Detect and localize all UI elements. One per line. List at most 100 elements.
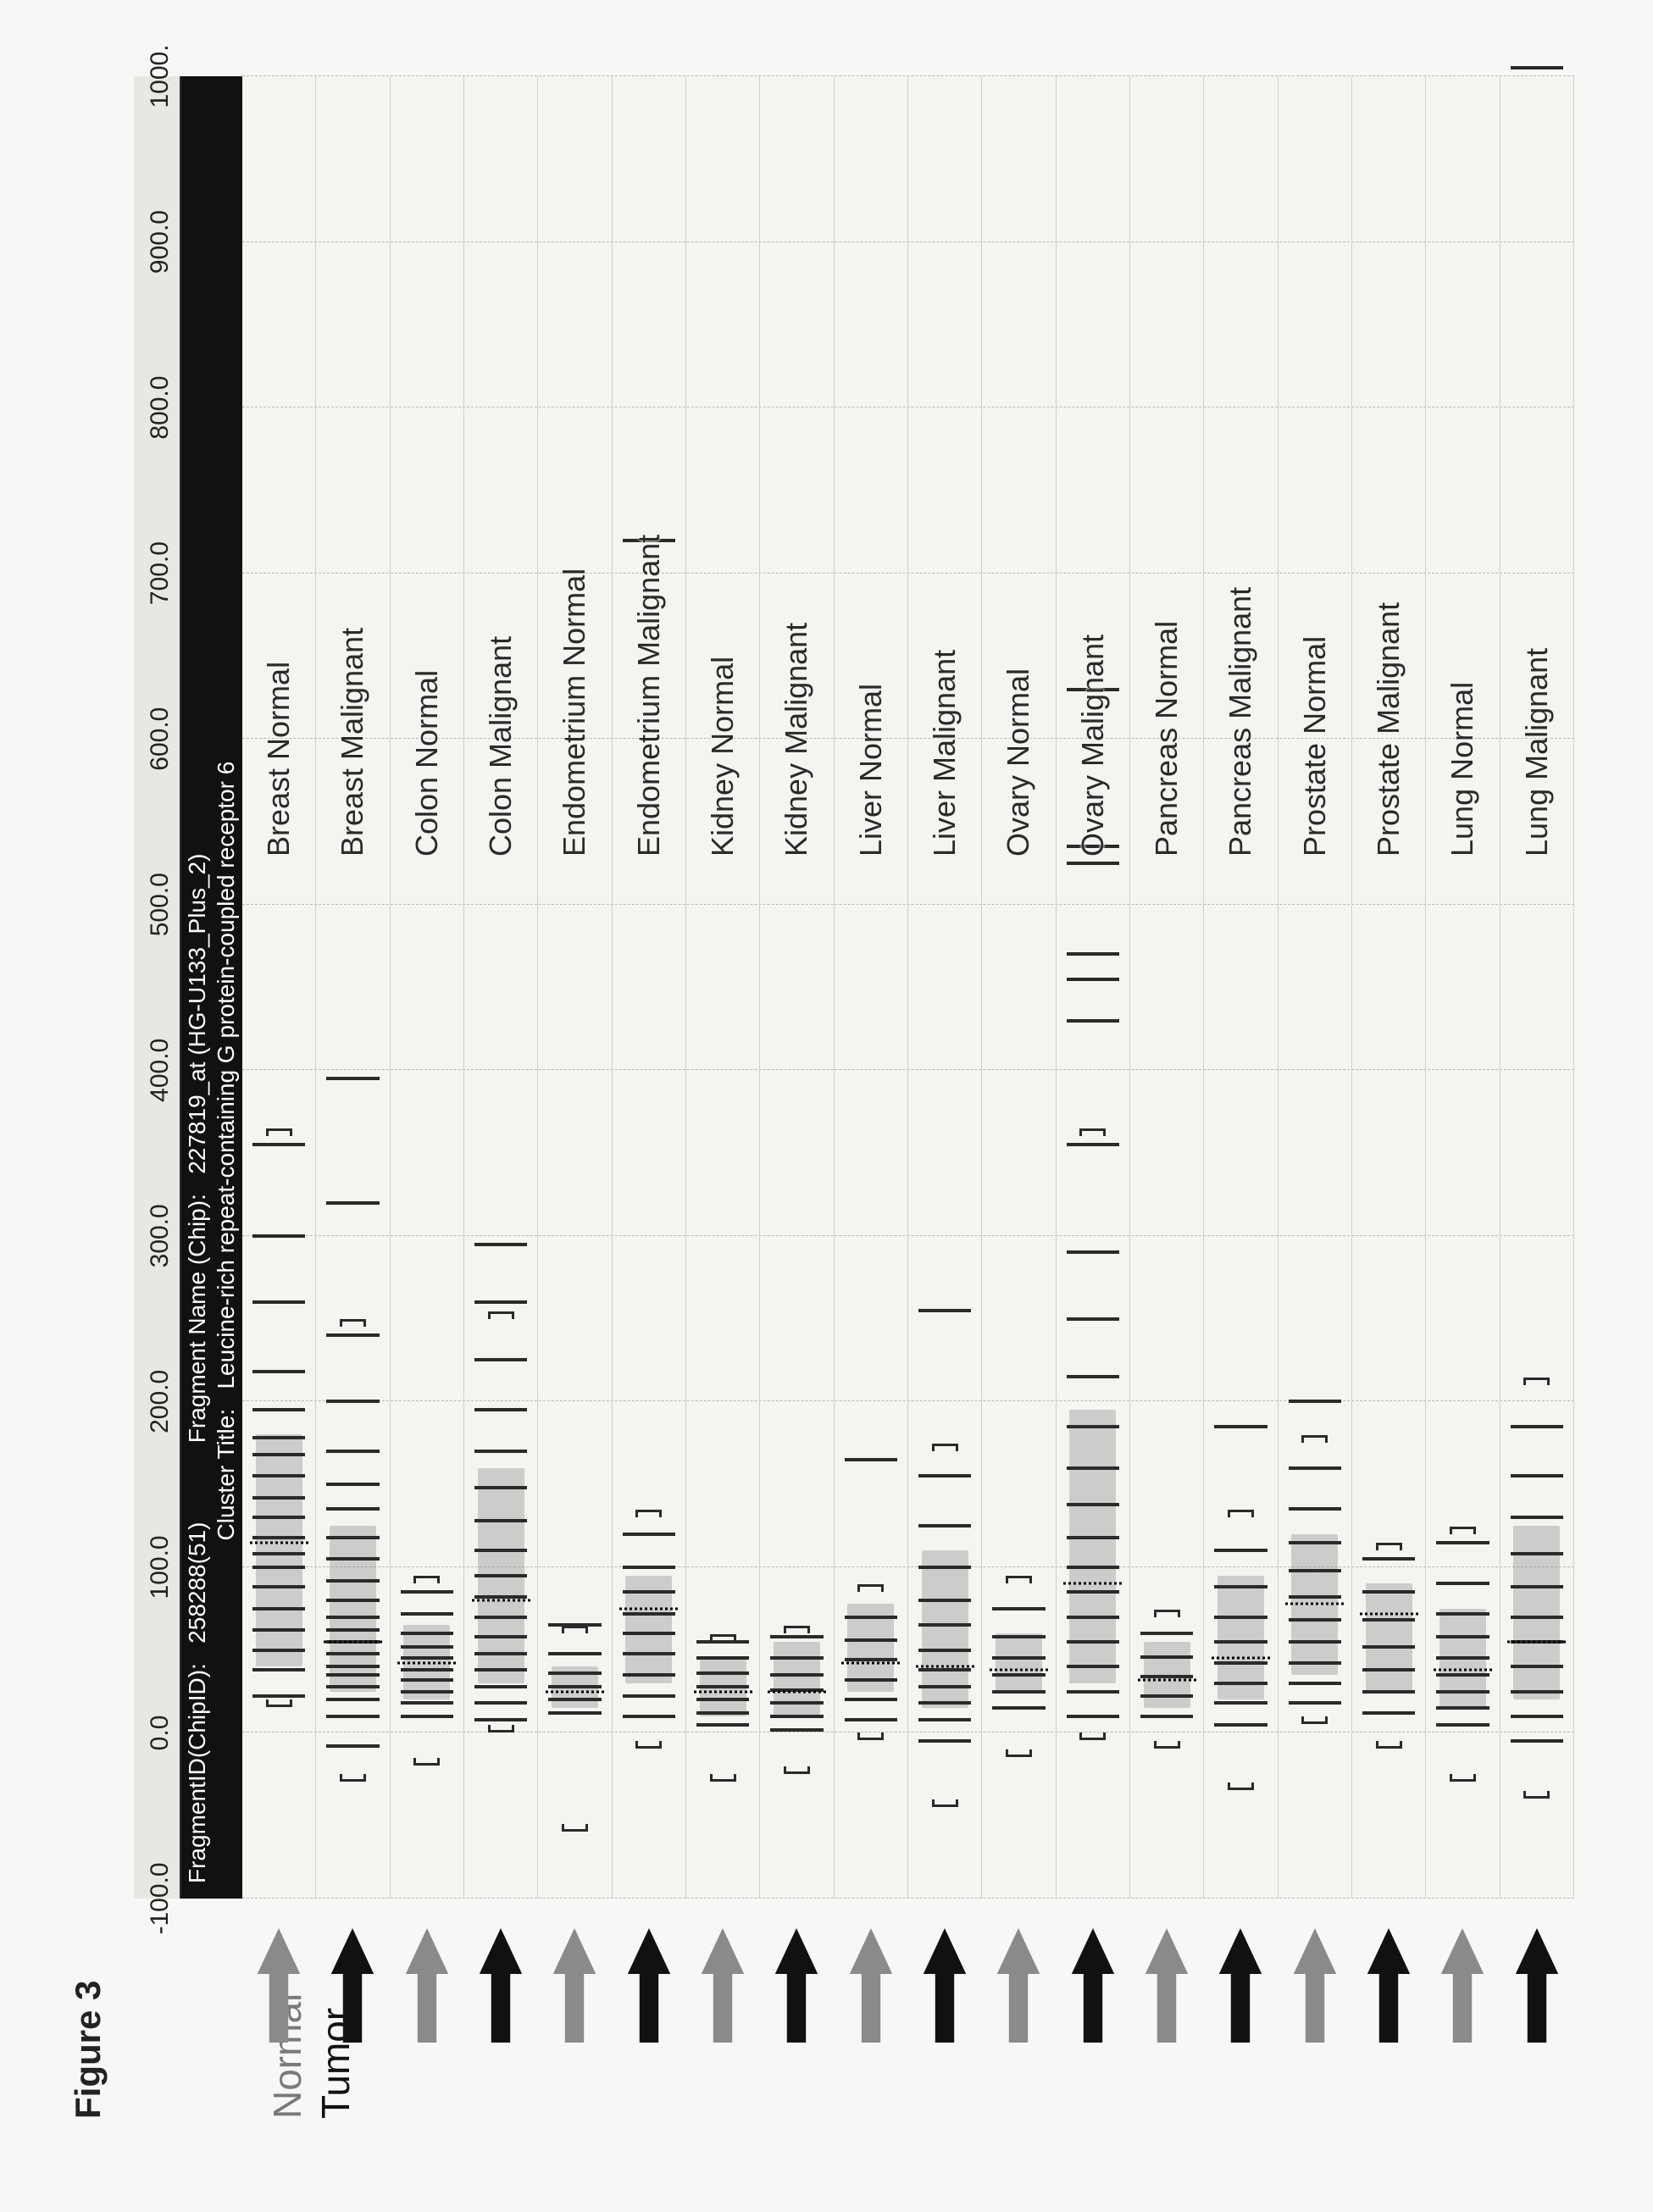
data-tick [326,1201,379,1205]
whisker-high [1450,1527,1476,1534]
lane: Ovary Malignant [1057,76,1130,1899]
whisker-high [413,1576,440,1583]
whisker-high [1006,1576,1032,1583]
data-tick [326,1557,379,1561]
data-tick [696,1656,749,1660]
whisker-high [1154,1610,1180,1617]
median-line [1138,1678,1196,1681]
whisker-low [1006,1749,1032,1757]
data-tick [252,1552,305,1555]
data-tick [548,1698,601,1701]
data-tick [1214,1549,1267,1552]
whisker-low [1301,1716,1328,1724]
axis-tick-label: 800.0 [146,376,175,440]
data-tick [401,1690,453,1694]
whisker-low [340,1774,366,1782]
data-tick [1067,1616,1119,1619]
data-tick [326,1673,379,1677]
median-line [1360,1612,1418,1615]
median-line [916,1666,974,1668]
lane: Colon Malignant [464,76,538,1899]
median-line [250,1541,308,1544]
data-tick [252,1143,305,1146]
arrow-tumor-icon [1217,1928,1264,2043]
whisker-high [857,1584,884,1592]
data-tick [918,1685,971,1688]
lane-label: Breast Malignant [335,628,370,857]
data-tick [918,1649,971,1652]
data-tick [623,1566,675,1569]
whisker-low [784,1766,810,1774]
data-tick [1067,1640,1119,1644]
whisker-high [1523,1378,1550,1385]
data-tick [1214,1701,1267,1705]
arrow-normal-icon [699,1928,746,2043]
lane-label: Endometrium Malignant [631,535,667,857]
lane-label: Colon Malignant [483,636,519,857]
whisker-low [488,1725,514,1732]
arrow-normal-icon [847,1928,895,2043]
data-tick [401,1645,453,1649]
axis-tick-label: -100.0 [146,1862,175,1934]
data-tick [1362,1645,1415,1649]
data-tick [326,1665,379,1668]
axis-tick-label: 400.0 [146,1039,175,1102]
x-axis: -100.00.0100.0200.0300.0400.0500.0600.07… [134,76,181,1899]
lane: Breast Normal [242,76,316,1899]
median-line [546,1690,604,1693]
whisker-high [784,1626,810,1633]
whisker-high [1301,1435,1328,1443]
whisker-low [1376,1741,1402,1749]
data-tick [474,1685,527,1688]
lane-label: Lung Normal [1445,682,1480,857]
data-tick [623,1533,675,1536]
whisker-high [488,1311,514,1319]
data-tick [1067,1566,1119,1569]
data-tick [918,1599,971,1602]
median-line [619,1607,678,1610]
whisker-low [710,1774,736,1782]
data-tick [845,1718,897,1721]
whisker-low [932,1799,958,1807]
data-tick [1289,1400,1341,1403]
data-tick [1362,1557,1415,1561]
data-tick [1511,1425,1563,1428]
data-tick [1214,1616,1267,1619]
data-tick [918,1566,971,1569]
data-tick [1511,1552,1563,1555]
data-tick [1511,1516,1563,1519]
data-tick [1511,1585,1563,1588]
whisker-low [857,1732,884,1740]
data-tick [1214,1425,1267,1428]
data-tick [326,1536,379,1539]
lane-label: Breast Normal [261,662,297,857]
axis-tick-label: 300.0 [146,1204,175,1267]
data-tick [770,1715,823,1718]
data-tick [845,1616,897,1619]
data-tick [1511,1474,1563,1477]
arrow-tumor-icon [477,1928,524,2043]
data-tick [1140,1632,1193,1635]
lane-label: Prostate Normal [1297,636,1333,857]
data-tick [623,1612,675,1616]
data-tick [770,1701,823,1705]
data-tick [252,1566,305,1569]
data-tick [252,1300,305,1304]
data-tick [1140,1715,1193,1718]
whisker-low [1228,1782,1254,1790]
data-tick [845,1678,897,1682]
data-tick [548,1671,601,1675]
data-tick [623,1632,675,1635]
data-tick [1067,688,1119,691]
data-tick [326,1077,379,1080]
data-tick [1214,1585,1267,1588]
data-tick [1436,1723,1489,1727]
whisker-high [932,1444,958,1451]
lane: Prostate Normal [1279,76,1352,1899]
data-tick [1289,1618,1341,1622]
data-tick [845,1458,897,1461]
lane-label: Pancreas Malignant [1223,587,1258,857]
figure-label: Figure 3 [68,76,108,2119]
data-tick [252,1536,305,1539]
data-tick [548,1685,601,1688]
